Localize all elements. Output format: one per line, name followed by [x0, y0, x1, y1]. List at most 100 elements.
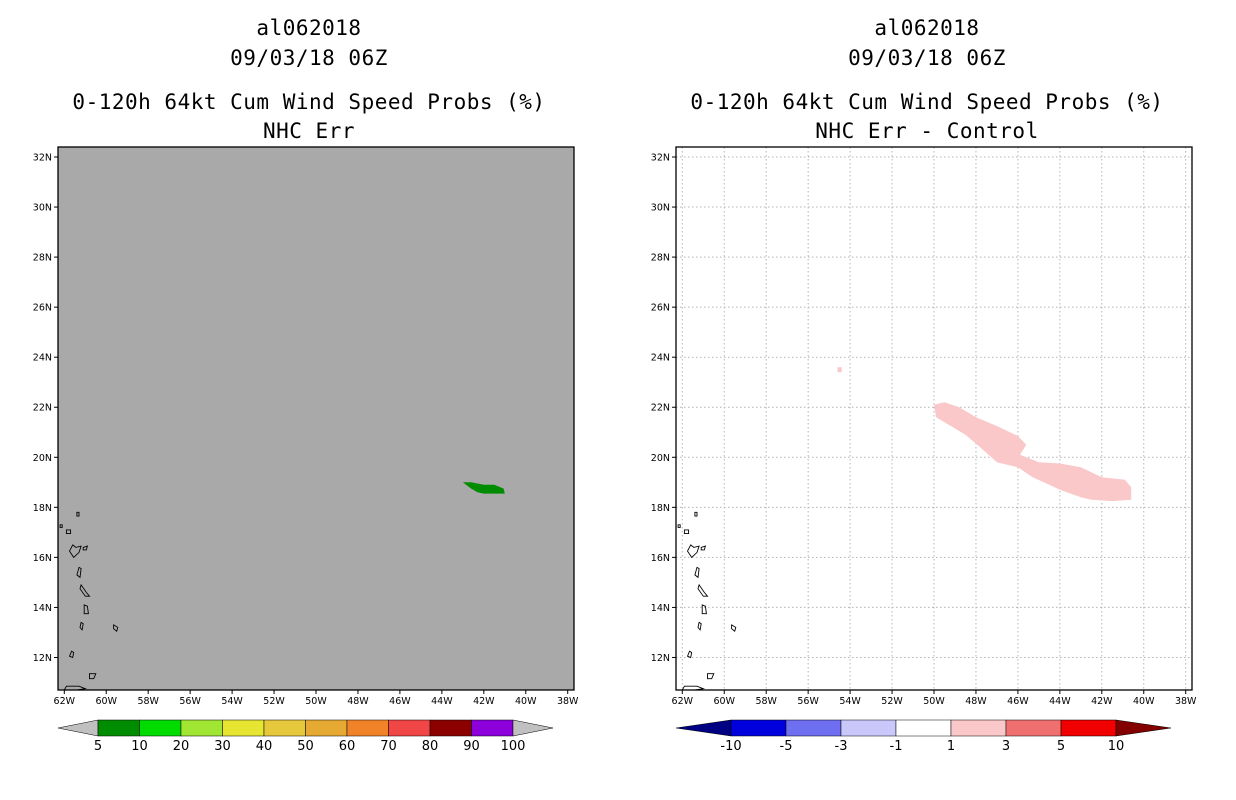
datetime: 09/03/18 06Z — [848, 46, 1006, 70]
colorbar-segment — [97, 719, 140, 737]
datetime: 09/03/18 06Z — [230, 46, 388, 70]
island-outline — [89, 673, 97, 680]
colorbar-label: -10 — [720, 739, 741, 754]
colorbar-segment — [222, 719, 265, 737]
colorbar-segment — [346, 719, 389, 737]
colorbar-segment — [471, 719, 514, 737]
colorbar-high-arrow — [512, 719, 554, 737]
lon-tick-label: 60W — [714, 696, 736, 707]
colorbar-label: 5 — [94, 739, 102, 754]
lat-tick-label: 26N — [651, 303, 670, 314]
island-outline — [59, 524, 63, 528]
colorbar-segment — [895, 719, 952, 737]
colorbar-high-arrow — [1115, 719, 1172, 737]
lat-tick-label: 24N — [651, 353, 670, 364]
lat-tick-label: 32N — [33, 153, 52, 164]
lon-tick-label: 52W — [263, 696, 285, 707]
island-outline — [694, 511, 698, 517]
lon-tick-label: 54W — [221, 696, 243, 707]
island-outline — [68, 544, 82, 559]
lat-tick-label: 16N — [33, 553, 52, 564]
difference-map: 12N 14N 16N 18N 20N 22N 24N 26N 28N 30N 32N 62W 60W 5… — [651, 146, 1197, 754]
island-outline — [677, 524, 681, 528]
chart-subtitle: NHC Err — [262, 119, 355, 143]
lon-tick-label: 42W — [1091, 696, 1113, 707]
island-outline — [686, 544, 700, 559]
colorbar-label: 5 — [1057, 739, 1065, 754]
colorbar-label: 20 — [173, 739, 190, 754]
colorbar-label: 60 — [339, 739, 356, 754]
lat-tick-label: 12N — [33, 653, 52, 664]
lat-tick-label: 28N — [33, 253, 52, 264]
lat-tick-label: 30N — [33, 203, 52, 214]
colorbar-segment — [388, 719, 431, 737]
lat-tick-label: 18N — [651, 503, 670, 514]
chart-subtitle: NHC Err - Control — [815, 119, 1039, 143]
lon-tick-label: 52W — [881, 696, 903, 707]
lon-tick-label: 56W — [797, 696, 819, 707]
island-outline — [65, 529, 72, 535]
island-outline — [697, 583, 709, 597]
lon-tick-label: 38W — [1175, 696, 1197, 707]
colorbar-low-arrow — [675, 719, 732, 737]
colorbar-label: 10 — [1108, 739, 1125, 754]
colorbar-label: 3 — [1002, 739, 1010, 754]
island-outline — [79, 583, 91, 597]
colorbar-segment — [1060, 719, 1117, 737]
lat-tick-label: 22N — [33, 403, 52, 414]
island-outline — [83, 604, 89, 615]
island-outline — [683, 529, 690, 535]
colorbar-label: 90 — [463, 739, 480, 754]
lon-tick-label: 46W — [1007, 696, 1029, 707]
colorbar-segment — [785, 719, 842, 737]
lon-tick-label: 58W — [755, 696, 777, 707]
colorbar-label: 100 — [501, 739, 526, 754]
lon-tick-label: 62W — [54, 696, 76, 707]
lon-tick-label: 44W — [431, 696, 453, 707]
colorbar-segment — [730, 719, 787, 737]
colorbar-label: 1 — [947, 739, 955, 754]
lat-tick-label: 30N — [651, 203, 670, 214]
probability-region — [934, 402, 1132, 502]
lon-tick-label: 38W — [557, 696, 579, 707]
lat-tick-label: 14N — [651, 603, 670, 614]
lon-tick-label: 48W — [347, 696, 369, 707]
probability-map: 12N 14N 16N 18N 20N 22N 24N 26N 28N 30N 32N 62W 60W 5… — [33, 146, 579, 754]
lon-tick-label: 40W — [515, 696, 537, 707]
lat-tick-label: 26N — [33, 303, 52, 314]
map-background — [58, 147, 574, 690]
lat-tick-label: 14N — [33, 603, 52, 614]
colorbar-label: 80 — [422, 739, 439, 754]
colorbar-segment — [429, 719, 472, 737]
colorbar-segment — [180, 719, 223, 737]
chart-title: 0-120h 64kt Cum Wind Speed Probs (%) — [690, 90, 1164, 114]
island-outline — [697, 621, 702, 631]
lon-tick-label: 44W — [1049, 696, 1071, 707]
lat-tick-label: 28N — [651, 253, 670, 264]
island-outline — [694, 566, 700, 579]
lon-tick-label: 56W — [179, 696, 201, 707]
colorbar-low-arrow — [57, 719, 99, 737]
lon-tick-label: 48W — [965, 696, 987, 707]
left-panel: al062018 09/03/18 06Z 0-120h 64kt Cum Wi… — [33, 16, 579, 754]
lon-tick-label: 42W — [473, 696, 495, 707]
island-outline — [701, 604, 707, 615]
colorbar-label: -3 — [835, 739, 848, 754]
probability-region — [837, 367, 842, 373]
lat-tick-label: 20N — [33, 453, 52, 464]
lon-tick-label: 60W — [96, 696, 118, 707]
lon-tick-label: 46W — [389, 696, 411, 707]
colorbar-segment — [1005, 719, 1062, 737]
lat-tick-label: 18N — [33, 503, 52, 514]
lon-tick-label: 40W — [1133, 696, 1155, 707]
island-outline — [707, 673, 715, 680]
lon-tick-label: 50W — [923, 696, 945, 707]
colorbar-label: 30 — [214, 739, 231, 754]
island-outline — [686, 650, 693, 659]
island-outline — [79, 621, 84, 631]
island-outline — [82, 545, 89, 551]
island-outline — [731, 624, 737, 632]
storm-id: al062018 — [874, 16, 980, 40]
colorbar-label: -1 — [890, 739, 903, 754]
lat-tick-label: 12N — [651, 653, 670, 664]
